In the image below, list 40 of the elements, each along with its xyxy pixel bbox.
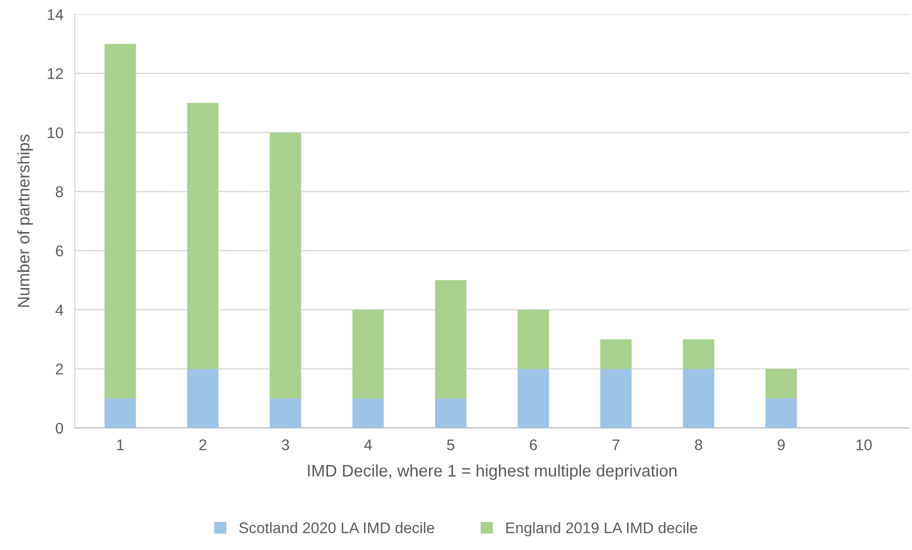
x-tick-label: 8 (694, 439, 702, 450)
x-tick-label: 9 (778, 439, 785, 450)
bar (270, 398, 302, 428)
x-axis-title: IMD Decile, where 1 = highest multiple deprivation (308, 464, 676, 480)
bar (352, 398, 384, 428)
y-axis-title: Number of partnerships (17, 134, 33, 307)
y-tick-label: 6 (56, 246, 63, 256)
x-tick-label: 6 (530, 439, 537, 450)
bar (187, 368, 219, 428)
y-tick-label: 0 (56, 422, 64, 434)
bar (518, 368, 550, 428)
bar (518, 310, 550, 369)
x-tick-label: 10 (856, 439, 872, 450)
y-tick-label: 14 (48, 9, 64, 20)
y-tick-label: 8 (56, 186, 64, 198)
x-tick-label: 5 (447, 440, 454, 450)
bar (104, 44, 136, 398)
x-tick-label: 3 (282, 439, 290, 450)
bar (682, 339, 714, 369)
bar (104, 398, 136, 428)
bar (435, 398, 466, 428)
x-tick-label: 4 (364, 440, 372, 450)
y-tick-label: 10 (48, 127, 64, 138)
bar (352, 310, 384, 398)
bar (435, 280, 466, 398)
x-tick-label: 1 (117, 440, 124, 450)
bar (270, 132, 302, 398)
y-tick-label: 2 (56, 364, 63, 374)
bar (766, 398, 797, 428)
bar (600, 368, 632, 428)
y-tick-label: 4 (56, 304, 64, 316)
bar (600, 339, 632, 369)
x-tick-label: 2 (199, 439, 206, 450)
y-tick-label: 12 (48, 68, 63, 79)
legend-label: Scotland 2020 LA IMD decile (239, 522, 434, 534)
bar (682, 368, 714, 428)
bar (766, 368, 797, 398)
bar (187, 102, 219, 369)
x-tick-label: 7 (612, 440, 620, 450)
legend-label: England 2019 LA IMD decile (506, 522, 698, 536)
